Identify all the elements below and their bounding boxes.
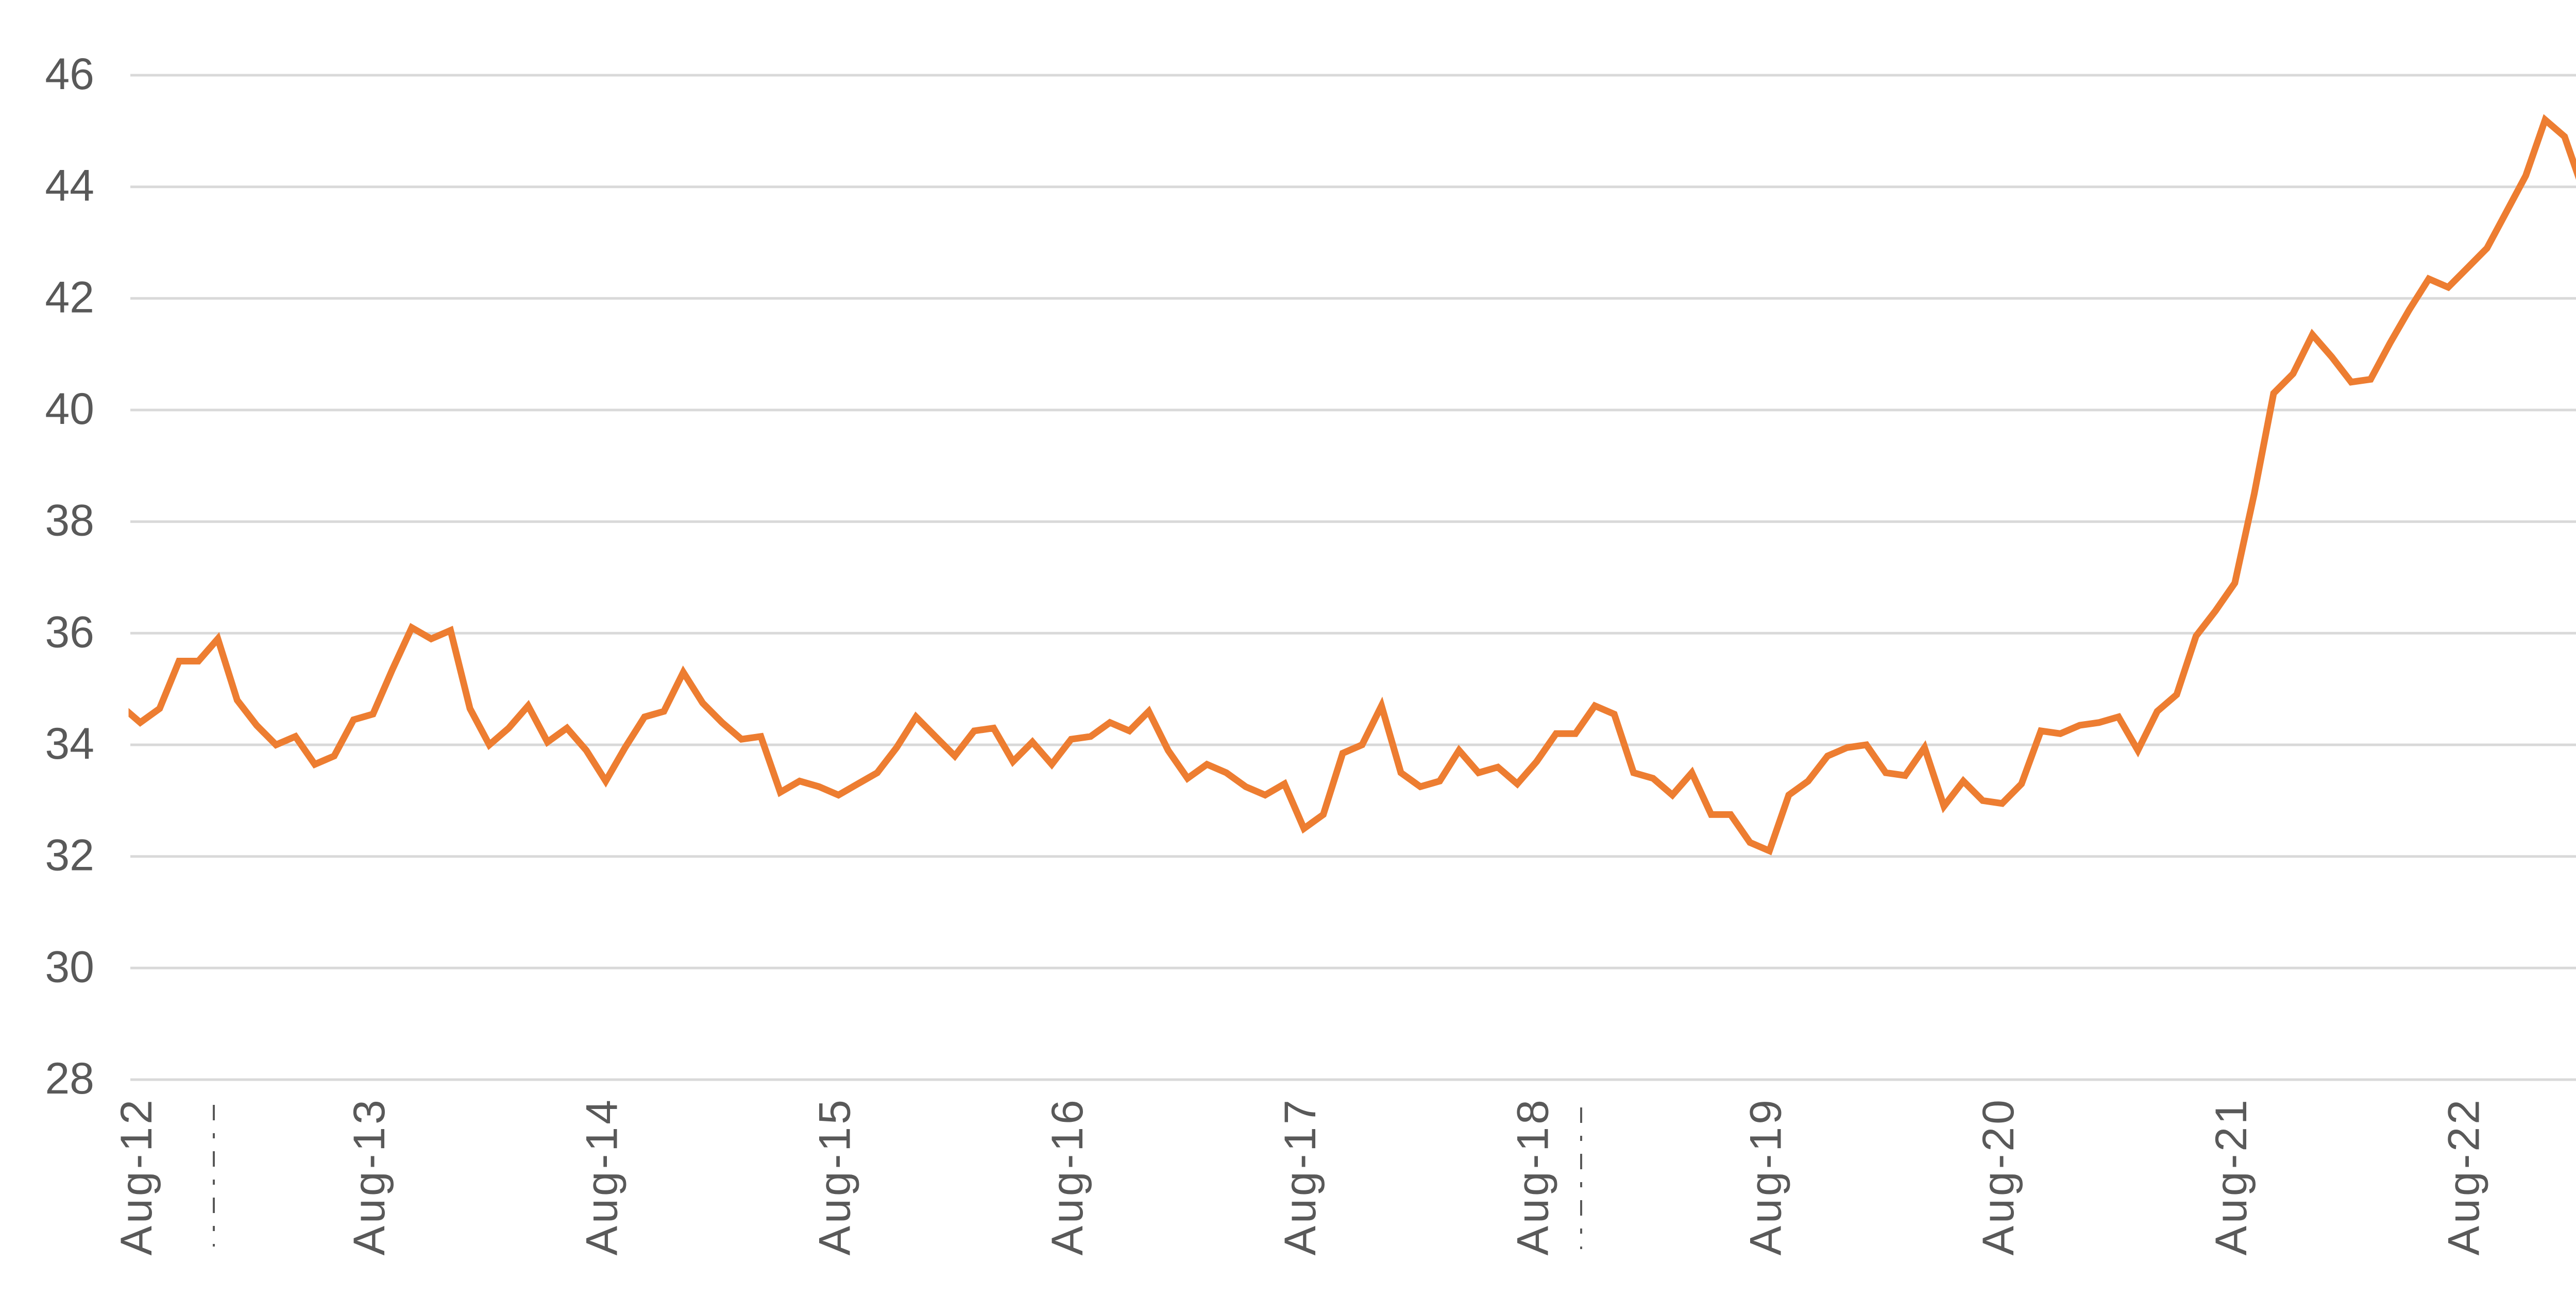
svg-text:Aug-22: Aug-22 <box>2439 1097 2489 1255</box>
svg-text:44: 44 <box>45 161 94 211</box>
svg-text:30: 30 <box>45 942 94 992</box>
svg-text:38: 38 <box>45 496 94 545</box>
svg-text:Aug-21: Aug-21 <box>2207 1097 2256 1255</box>
svg-text:Aug-17: Aug-17 <box>1276 1097 1325 1255</box>
svg-text:Aug-16: Aug-16 <box>1043 1097 1092 1255</box>
svg-text:36: 36 <box>45 607 94 657</box>
svg-text:Aug-18: Aug-18 <box>1509 1097 1558 1255</box>
svg-text:32: 32 <box>45 831 94 880</box>
svg-text:Aug-12: Aug-12 <box>112 1097 161 1255</box>
svg-text:Aug-20: Aug-20 <box>1974 1097 2023 1255</box>
svg-text:28: 28 <box>45 1054 94 1103</box>
svg-text:Aug-15: Aug-15 <box>810 1097 859 1255</box>
svg-text:40: 40 <box>45 384 94 434</box>
svg-text:Aug-14: Aug-14 <box>578 1097 627 1255</box>
svg-text:Aug-13: Aug-13 <box>345 1097 394 1255</box>
svg-text:Aug-19: Aug-19 <box>1741 1097 1790 1255</box>
svg-text:34: 34 <box>45 719 94 769</box>
svg-text:46: 46 <box>45 49 94 99</box>
svg-text:42: 42 <box>45 272 94 322</box>
